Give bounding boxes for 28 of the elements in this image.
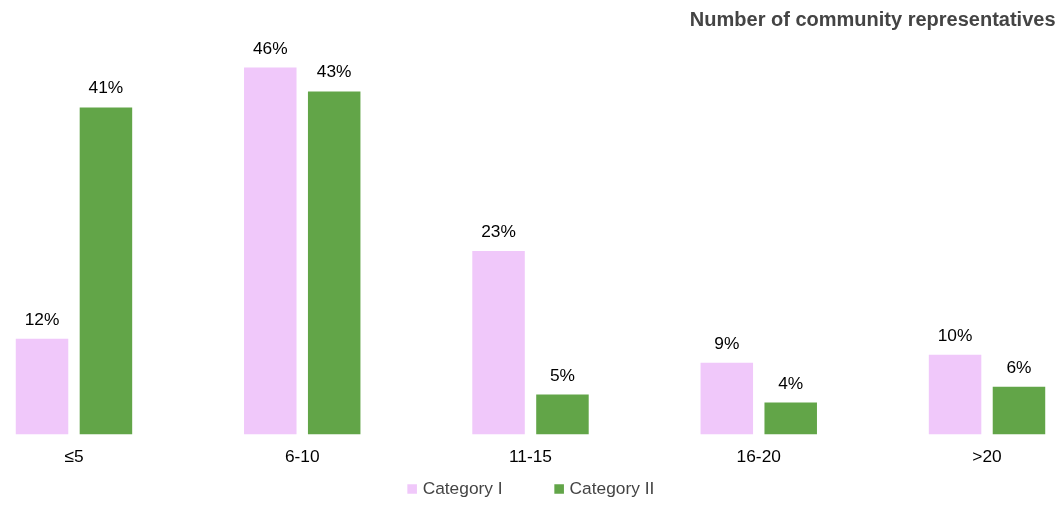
bar	[244, 67, 297, 435]
data-label: 5%	[549, 364, 575, 385]
data-label: 4%	[778, 372, 804, 393]
chart-title: Number of community representatives	[689, 7, 1056, 30]
data-label: 12%	[24, 308, 60, 329]
data-label: 23%	[481, 221, 516, 242]
x-tick-label: >20	[972, 445, 1002, 466]
bar	[79, 107, 133, 435]
bar	[15, 338, 69, 435]
x-tick-label: 6-10	[284, 445, 320, 466]
data-label: 10%	[937, 324, 973, 345]
legend-label: Category I	[422, 477, 503, 499]
bar	[928, 354, 982, 435]
data-label: 43%	[316, 61, 352, 82]
bar	[700, 362, 754, 435]
legend-label: Category II	[569, 477, 655, 499]
data-label: 46%	[252, 37, 288, 58]
data-label: 41%	[88, 77, 124, 98]
x-tick-label: 11-15	[508, 445, 553, 466]
x-tick-label: 16-20	[736, 445, 781, 466]
bar	[764, 402, 817, 435]
data-label: 9%	[714, 332, 740, 353]
bar	[536, 394, 589, 435]
bar	[307, 91, 361, 435]
bar	[472, 251, 525, 435]
bar	[992, 386, 1046, 435]
data-label: 6%	[1006, 356, 1032, 377]
x-tick-label: ≤5	[64, 445, 84, 466]
